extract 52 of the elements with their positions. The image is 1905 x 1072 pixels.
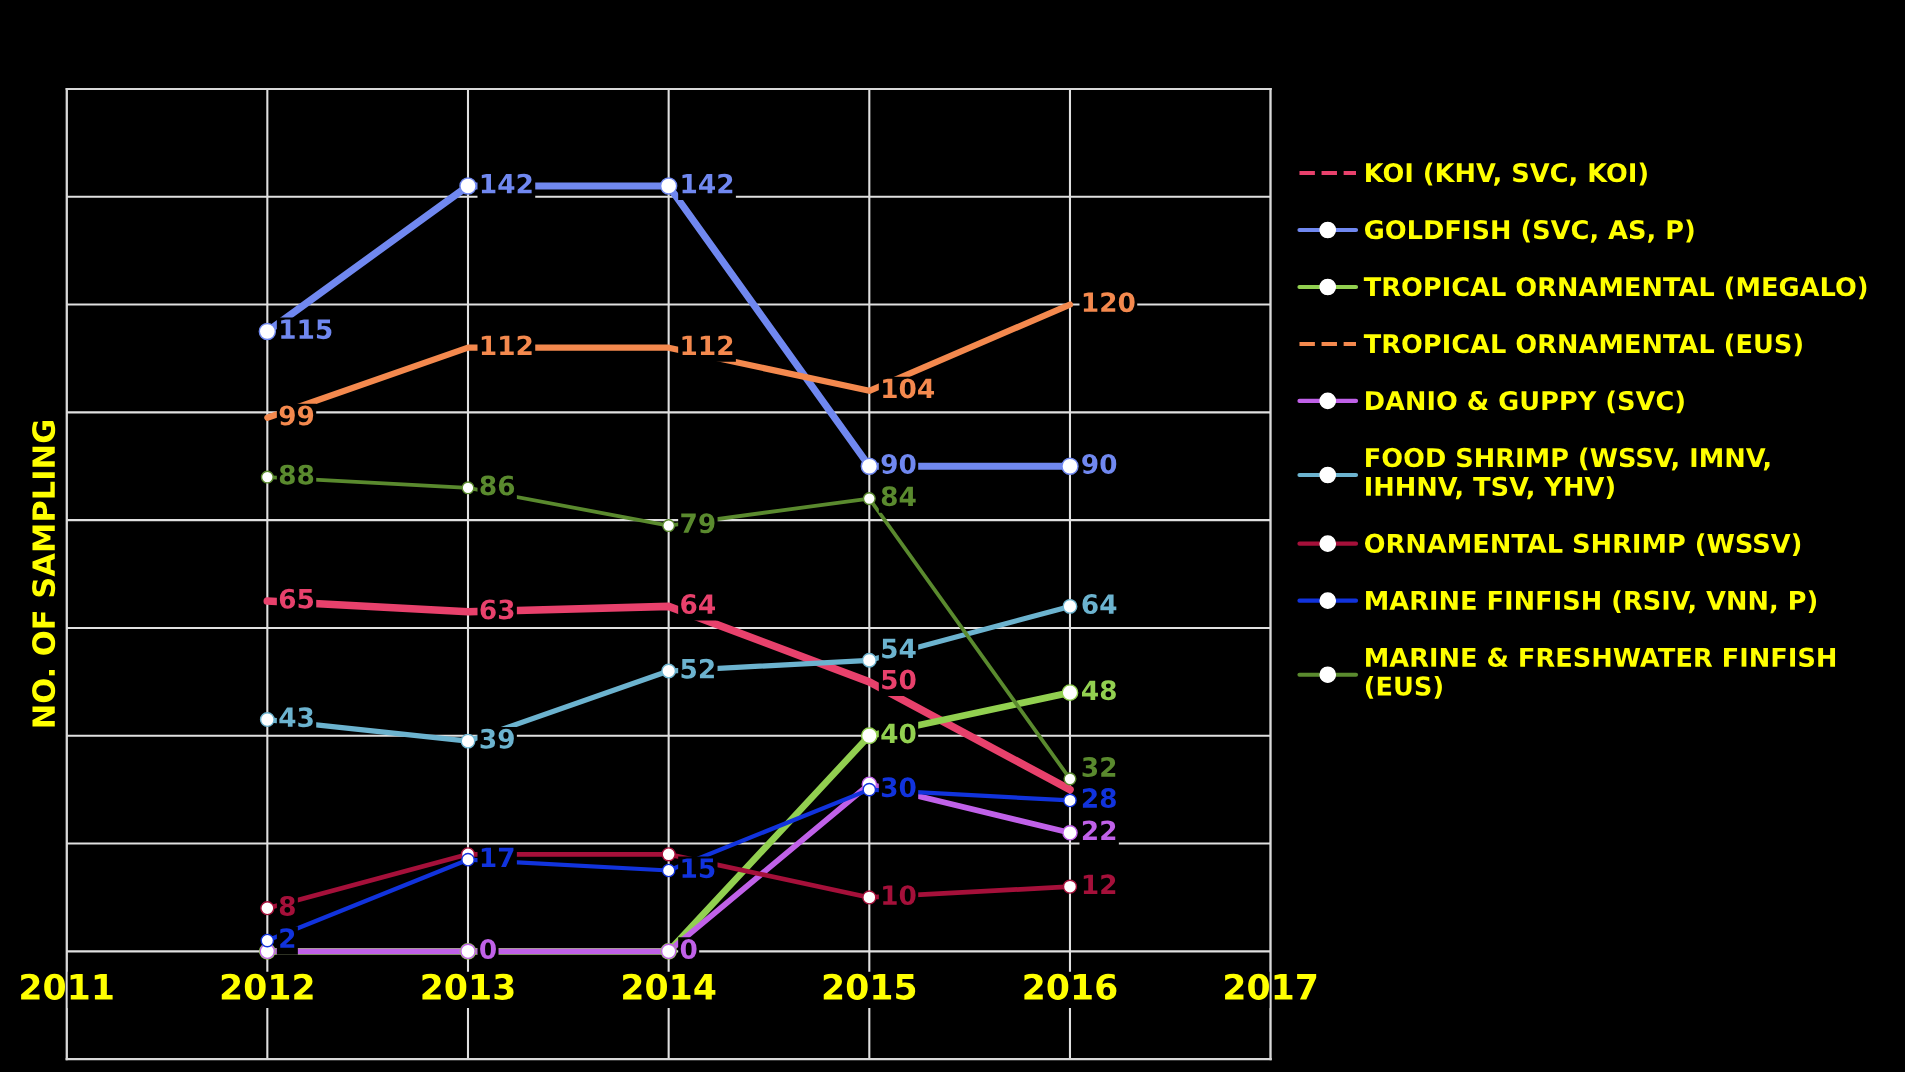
data-label: 104 [883,378,935,399]
legend-label: MARINE & FRESHWATER FINFISH (EUS) [1365,647,1836,699]
data-label: 48 [1082,680,1116,701]
data-label: 0 [480,939,496,959]
y-axis-title: NO. OF SAMPLING [32,421,56,727]
data-label: 115 [281,319,332,340]
legend-label: TROPICAL ORNAMENTAL (MEGALO) [1363,276,1867,300]
legend-label: FOOD SHRIMP (WSSV, IMNV, IHHNV, TSV, YHV) [1366,447,1770,500]
x-tick-label: 2013 [422,973,514,1000]
legend-label: DANIO & GUPPY (SVC) [1366,390,1684,414]
data-label: 79 [681,513,715,534]
x-tick-label: 2012 [221,973,313,1000]
data-label: 17 [481,847,514,867]
data-label: 12 [1083,874,1116,894]
data-label: 112 [682,335,733,355]
data-label: 86 [480,475,515,496]
data-label: 88 [279,464,314,485]
data-label: 84 [881,486,916,507]
legend-label: KOI (KHV, SVC, KOI) [1366,162,1647,186]
data-label: 0 [680,939,697,959]
legend-label: MARINE FINFISH (RSIV, VNN, P) [1366,590,1817,614]
legend-label: GOLDFISH (SVC, AS, P) [1364,219,1694,243]
data-label: 142 [481,173,532,194]
data-label: 90 [881,453,916,474]
data-label: 15 [682,858,715,879]
data-label: 112 [481,335,532,355]
data-label: 8 [279,895,295,916]
x-tick-label: 2014 [623,973,716,1000]
data-label: 22 [1082,820,1116,841]
data-label: 10 [883,885,916,906]
data-label: 52 [681,658,714,679]
data-label: 50 [882,669,916,690]
data-label: 30 [881,777,916,798]
data-label: 2 [280,928,295,948]
legend-label: TROPICAL ORNAMENTAL (EUS) [1363,333,1802,357]
data-label: 64 [1082,594,1117,615]
data-label: 142 [682,173,733,194]
data-label: 63 [480,599,514,620]
data-label: 40 [881,723,916,744]
data-label: 28 [1082,788,1116,809]
data-label: 65 [279,588,314,609]
x-tick-label: 2016 [1024,973,1117,1000]
data-label: 39 [480,728,514,749]
data-label: 32 [1082,757,1116,778]
data-label: 43 [279,707,313,728]
data-label: 54 [882,638,916,659]
legend-label: ORNAMENTAL SHRIMP (WSSV) [1364,533,1801,557]
data-label: 99 [279,405,314,426]
x-tick-label: 2015 [823,973,916,1000]
data-label: 64 [681,594,715,615]
data-label: 120 [1083,292,1135,313]
data-label: 90 [1082,453,1117,474]
